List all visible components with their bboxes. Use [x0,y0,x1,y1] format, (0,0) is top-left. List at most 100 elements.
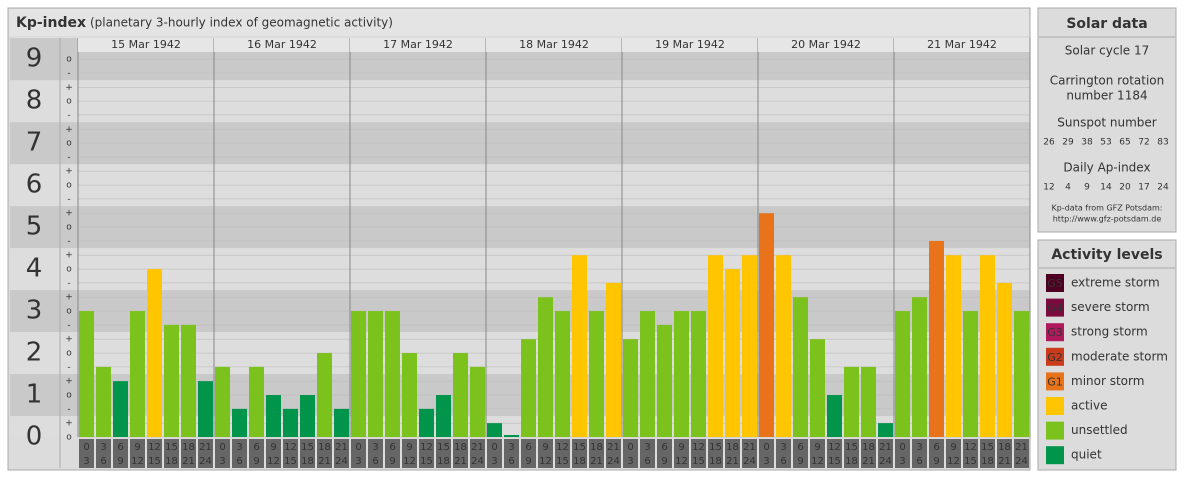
hour-box [810,439,825,468]
hour-label: 3 [355,456,361,467]
hour-label: 24 [335,456,348,467]
hour-label: 18 [573,456,586,467]
hour-label: 3 [763,456,769,467]
date-label: 17 Mar 1942 [383,38,453,51]
y-minor-label: - [67,236,70,246]
ap-value: 14 [1100,183,1112,193]
bar [674,311,689,437]
hour-box [351,439,366,468]
hour-label: 21 [726,456,739,467]
hour-label: 21 [862,456,875,467]
y-minor-label: - [67,68,70,78]
ap-title: Daily Ap-index [1063,161,1150,175]
hour-label: 24 [1015,456,1028,467]
level-label: extreme storm [1071,276,1160,290]
hour-label: 12 [556,442,569,453]
source: Kp-data from GFZ Potsdam: [1052,204,1163,213]
hour-box [453,439,468,468]
hour-box [912,439,927,468]
hour-label: 3 [100,442,106,453]
bar [130,311,145,437]
bar [504,435,519,437]
sunspot-value: 29 [1062,138,1074,148]
hour-label: 0 [491,442,497,453]
hour-label: 6 [100,456,106,467]
hour-label: 3 [219,456,225,467]
hour-label: 21 [318,456,331,467]
hour-label: 24 [879,456,892,467]
hour-label: 9 [525,456,531,467]
hour-label: 9 [389,456,395,467]
hour-label: 9 [406,442,412,453]
hour-box [861,439,876,468]
hour-label: 3 [627,456,633,467]
ap-value: 24 [1157,183,1169,193]
date-label: 16 Mar 1942 [247,38,317,51]
title-bar [9,9,1029,36]
bar [266,395,281,437]
hour-box [929,439,944,468]
hour-label: 15 [828,456,841,467]
hour-label: 15 [284,456,297,467]
level-swatch [1046,372,1064,391]
hour-box [113,439,128,468]
hour-label: 12 [539,456,552,467]
hour-box [997,439,1012,468]
hour-label: 12 [403,456,416,467]
hour-label: 15 [709,442,722,453]
bar [844,366,859,437]
date-label: 19 Mar 1942 [655,38,725,51]
hour-box [79,439,94,468]
hour-label: 12 [947,456,960,467]
bar [198,381,213,437]
hour-label: 18 [998,442,1011,453]
bar [623,339,638,437]
hour-label: 3 [236,442,242,453]
date-label: 15 Mar 1942 [111,38,181,51]
level-badge: G1 [1047,375,1063,388]
y-tick-label: 8 [26,86,43,116]
bar [521,339,536,437]
hour-box [640,439,655,468]
hour-label: 21 [182,456,195,467]
y-minor-label: + [65,419,73,429]
level-badge: G5 [1047,277,1063,290]
hour-label: 12 [811,456,824,467]
bar [368,311,383,437]
hour-label: 21 [199,442,212,453]
hour-box [402,439,417,468]
hour-label: 24 [743,456,756,467]
hour-box [742,439,757,468]
y-minor-label: o [66,433,72,443]
hour-box [1014,439,1029,468]
level-label: unsettled [1071,423,1128,437]
hour-label: 18 [981,456,994,467]
hour-label: 6 [117,442,123,453]
sunspot-value: 26 [1043,138,1055,148]
bar [793,297,808,437]
bar [776,255,791,437]
hour-box [198,439,213,468]
bar [878,423,893,437]
y-minor-label: o [66,97,72,107]
hour-box [555,439,570,468]
hour-label: 6 [236,456,242,467]
bar [419,408,434,437]
sunspot-value: 72 [1138,138,1149,148]
hour-label: 6 [797,442,803,453]
y-minor-label: o [66,55,72,65]
bar [759,213,774,437]
y-minor-label: o [66,223,72,233]
bar [470,366,485,437]
hour-box [759,439,774,468]
sunspot-title: Sunspot number [1057,116,1156,130]
hour-box [215,439,230,468]
bar [980,255,995,437]
hour-label: 12 [675,456,688,467]
bar [946,255,961,437]
hour-label: 3 [372,442,378,453]
hour-box [300,439,315,468]
hour-label: 9 [542,442,548,453]
hour-label: 3 [899,456,905,467]
